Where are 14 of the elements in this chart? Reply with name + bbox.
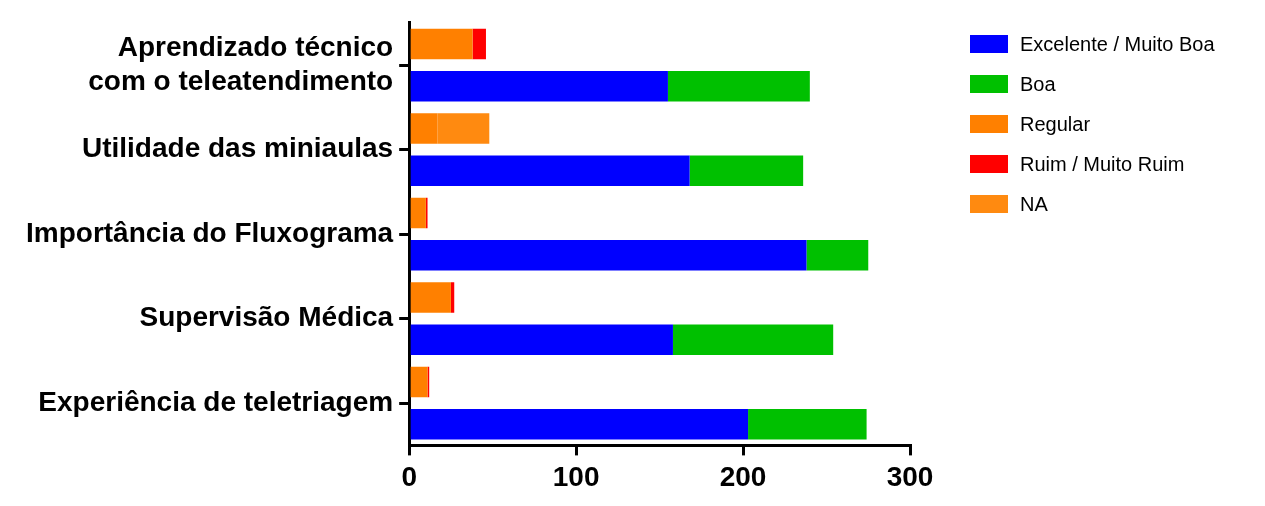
x-tick-label: 100 — [552, 460, 600, 492]
legend-label: Ruim / Muito Ruim — [1020, 152, 1185, 176]
legend-label: Boa — [1020, 72, 1056, 96]
y-tick-label: Utilidade das miniaulas — [81, 132, 394, 164]
y-tick-label: Importância do Fluxograma — [26, 216, 394, 248]
legend-label: NA — [1020, 192, 1048, 216]
y-tick-label: Supervisão Médica — [139, 301, 394, 333]
x-tick-label: 0 — [401, 460, 417, 492]
y-tick-label: Aprendizado técnico com o teleatendimento — [88, 31, 394, 96]
legend-label: Regular — [1020, 112, 1091, 136]
y-tick-label: Experiência de teletriagem — [38, 385, 394, 417]
legend-label: Excelente / Muito Boa — [1020, 32, 1215, 56]
x-tick-label: 200 — [719, 460, 767, 492]
x-tick-label: 300 — [886, 460, 934, 492]
